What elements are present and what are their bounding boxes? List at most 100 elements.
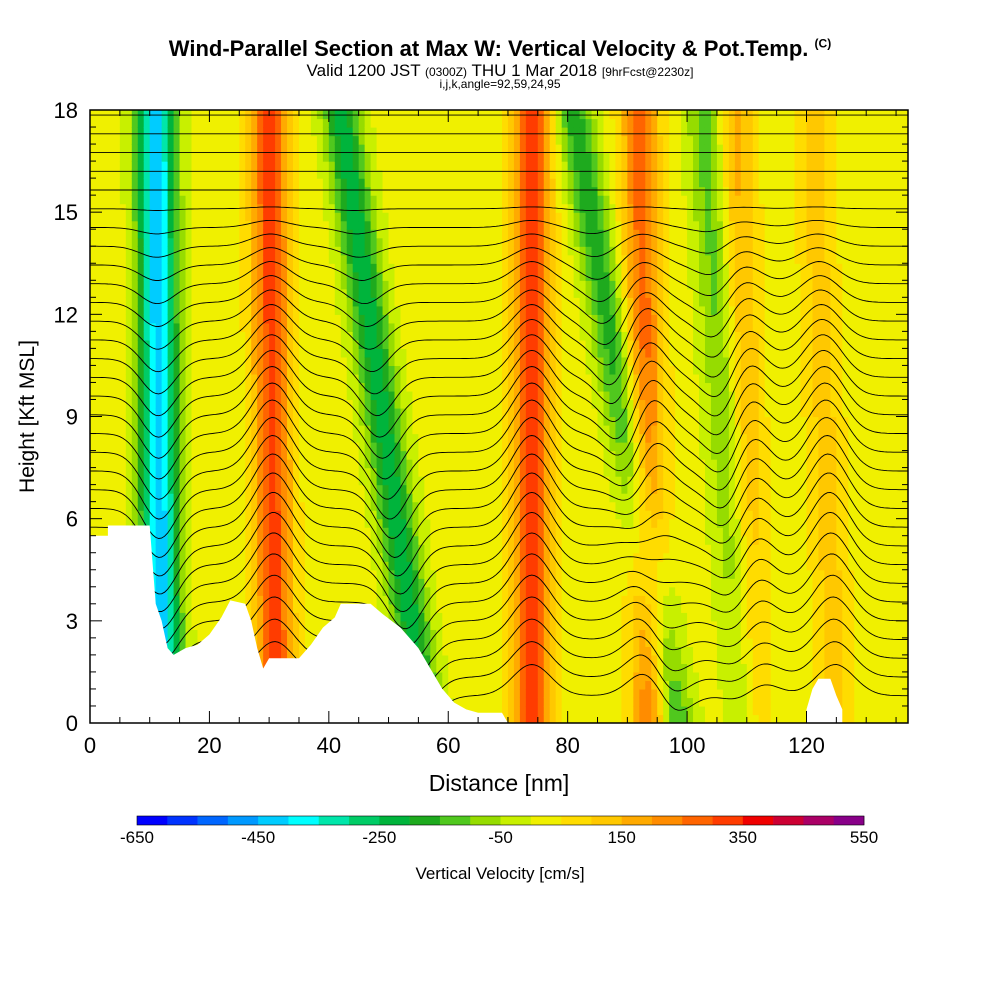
vvel-cell xyxy=(245,373,252,384)
vvel-cell xyxy=(364,578,372,588)
vvel-cell xyxy=(185,339,193,349)
vvel-cell xyxy=(364,433,372,443)
vvel-cell xyxy=(478,637,485,647)
vvel-cell xyxy=(298,569,306,579)
vvel-cell xyxy=(197,348,205,358)
vvel-cell xyxy=(406,305,414,315)
vvel-cell xyxy=(209,535,216,545)
vvel-cell xyxy=(376,561,384,571)
vvel-cell xyxy=(251,271,258,281)
vvel-cell xyxy=(436,203,443,213)
vvel-cell xyxy=(209,416,216,426)
vvel-cell xyxy=(185,169,193,179)
vvel-cell xyxy=(107,305,115,315)
vvel-cell xyxy=(131,195,139,205)
vvel-cell xyxy=(394,578,402,588)
vvel-cell xyxy=(263,348,270,358)
vvel-cell xyxy=(125,118,133,128)
vvel-cell xyxy=(233,586,240,596)
vvel-cell xyxy=(370,339,378,349)
vvel-cell xyxy=(442,118,449,128)
vvel-cell xyxy=(233,237,240,247)
vvel-cell xyxy=(221,322,228,332)
vvel-cell xyxy=(322,484,330,494)
vvel-cell xyxy=(155,297,163,307)
vvel-cell xyxy=(328,169,336,179)
vvel-cell xyxy=(472,552,479,562)
vvel-cell xyxy=(358,365,366,375)
vvel-cell xyxy=(352,484,360,494)
vvel-cell xyxy=(209,229,216,239)
vvel-cell xyxy=(364,186,372,196)
vvel-cell xyxy=(346,484,354,494)
vvel-cell xyxy=(185,331,193,341)
vvel-cell xyxy=(143,127,151,137)
vvel-cell xyxy=(322,561,330,571)
vvel-cell xyxy=(263,569,270,579)
vvel-cell xyxy=(424,654,431,665)
vvel-cell xyxy=(161,484,169,494)
vvel-cell xyxy=(185,127,193,137)
vvel-cell xyxy=(233,280,240,290)
vvel-cell xyxy=(472,612,479,622)
vvel-cell xyxy=(298,407,306,418)
vvel-cell xyxy=(293,595,300,605)
vvel-cell xyxy=(370,390,378,401)
vvel-cell xyxy=(346,237,354,247)
vvel-cell xyxy=(298,501,306,511)
vvel-cell xyxy=(346,399,354,409)
vvel-cell xyxy=(424,646,431,656)
vvel-cell xyxy=(400,314,408,324)
vvel-cell xyxy=(101,127,109,137)
vvel-cell xyxy=(155,305,163,315)
vvel-cell xyxy=(466,637,473,647)
vvel-cell xyxy=(472,407,479,418)
vvel-cell xyxy=(227,433,234,443)
vvel-cell xyxy=(364,331,372,341)
vvel-cell xyxy=(460,229,467,239)
vvel-cell xyxy=(191,169,199,179)
vvel-cell xyxy=(424,118,431,128)
vvel-cell xyxy=(191,161,199,171)
vvel-cell xyxy=(269,484,276,494)
vvel-cell xyxy=(340,535,348,545)
vvel-cell xyxy=(484,339,491,349)
vvel-cell xyxy=(275,110,282,120)
vvel-cell xyxy=(484,510,491,520)
vvel-cell xyxy=(340,416,348,426)
vvel-cell xyxy=(460,518,467,528)
vvel-cell xyxy=(460,322,467,332)
vvel-cell xyxy=(227,450,234,460)
vvel-cell xyxy=(400,110,408,120)
vvel-cell xyxy=(293,331,300,341)
vvel-cell xyxy=(334,544,342,554)
vvel-cell xyxy=(346,246,354,256)
vvel-cell xyxy=(466,654,473,665)
vvel-cell xyxy=(101,161,109,171)
vvel-cell xyxy=(203,280,211,290)
vvel-cell xyxy=(107,280,115,290)
vvel-cell xyxy=(322,220,330,230)
vvel-cell xyxy=(472,603,479,613)
vvel-cell xyxy=(90,127,97,137)
vvel-cell xyxy=(484,705,491,716)
vvel-cell xyxy=(90,110,97,120)
vvel-cell xyxy=(125,518,133,528)
vvel-cell xyxy=(304,518,312,528)
vvel-cell xyxy=(281,484,288,494)
vvel-cell xyxy=(293,569,300,579)
vvel-cell xyxy=(227,297,234,307)
vvel-cell xyxy=(316,118,324,128)
vvel-cell xyxy=(376,127,384,137)
vvel-cell xyxy=(137,161,145,171)
vvel-cell xyxy=(352,110,360,120)
vvel-cell xyxy=(496,348,503,358)
vvel-cell xyxy=(346,365,354,375)
vvel-cell xyxy=(227,195,234,205)
vvel-cell xyxy=(161,442,169,452)
vvel-cell xyxy=(501,527,509,537)
vvel-cell xyxy=(388,246,396,256)
vvel-cell xyxy=(233,484,240,494)
vvel-cell xyxy=(275,407,282,418)
vvel-cell xyxy=(430,195,437,205)
